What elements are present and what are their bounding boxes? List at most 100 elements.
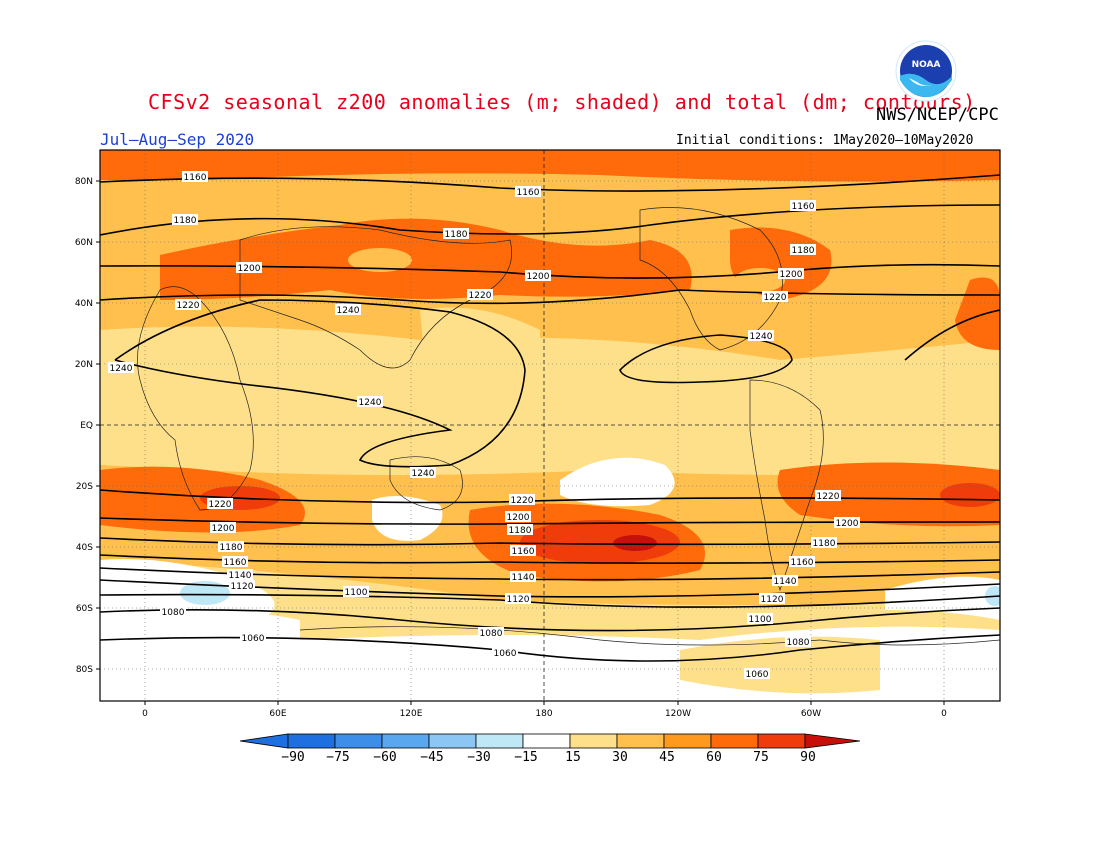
colorbar-swatch [381, 733, 430, 749]
svg-text:1200: 1200 [238, 264, 261, 274]
svg-text:1200: 1200 [507, 513, 530, 523]
svg-text:1240: 1240 [337, 306, 360, 316]
svg-text:1160: 1160 [517, 188, 540, 198]
contour-label: 1160 [789, 556, 815, 568]
lat-label: 20S [76, 482, 93, 492]
contour-label: 1220 [509, 494, 535, 506]
colorbar [239, 733, 861, 749]
contour-label: 1200 [834, 517, 860, 529]
contour-label: 1140 [772, 575, 798, 587]
svg-text:1080: 1080 [480, 629, 503, 639]
initial-conditions-label: Initial conditions: 1May2020–10May2020 [676, 133, 974, 148]
svg-text:1220: 1220 [177, 301, 200, 311]
svg-text:1080: 1080 [162, 608, 185, 618]
contour-label: 1080 [785, 636, 811, 648]
contour-label: 1100 [747, 613, 773, 625]
svg-text:1240: 1240 [750, 332, 773, 342]
svg-text:1160: 1160 [512, 547, 535, 557]
contour-label: 1220 [762, 291, 788, 303]
lon-label: 0 [142, 709, 148, 719]
latitude-labels: 80N 60N 40N 20N EQ 20S 40S 60S 80S [75, 177, 93, 675]
contour-label: 1180 [172, 214, 198, 226]
noaa-logo: NOAA [895, 40, 957, 102]
svg-text:1160: 1160 [224, 558, 247, 568]
contour-label: 1180 [790, 244, 816, 256]
lat-label: 40S [76, 543, 93, 553]
svg-text:1100: 1100 [345, 588, 368, 598]
season-label: Jul–Aug–Sep 2020 [100, 130, 255, 149]
agency-label: NWS/NCEP/CPC [876, 105, 999, 125]
contour-label: 1120 [229, 580, 255, 592]
svg-text:1160: 1160 [791, 558, 814, 568]
lat-label: 60S [76, 604, 93, 614]
colorbar-label: 90 [800, 750, 816, 765]
tick-marks [96, 180, 945, 705]
svg-text:1220: 1220 [817, 492, 840, 502]
colorbar-swatch [287, 733, 336, 749]
colorbar-swatch [475, 733, 524, 749]
contour-label: 1120 [505, 593, 531, 605]
svg-text:1200: 1200 [780, 270, 803, 280]
svg-text:1220: 1220 [511, 496, 534, 506]
contour-label: 1140 [510, 571, 536, 583]
lon-label: 180 [535, 709, 552, 719]
contour-label: 1080 [478, 627, 504, 639]
svg-text:1220: 1220 [209, 500, 232, 510]
svg-text:NOAA: NOAA [912, 60, 941, 70]
lat-label: 20N [75, 360, 93, 370]
contour-label: 1240 [335, 304, 361, 316]
svg-text:1060: 1060 [242, 634, 265, 644]
colorbar-arrow-low [239, 733, 289, 749]
svg-text:1240: 1240 [359, 398, 382, 408]
contour-label: 1080 [160, 606, 186, 618]
svg-text:1140: 1140 [512, 573, 535, 583]
contour-label: 1060 [492, 647, 518, 659]
lat-label: 80S [76, 665, 93, 675]
svg-text:1080: 1080 [787, 638, 810, 648]
contour-label: 1160 [182, 171, 208, 183]
contour-label: 1220 [207, 498, 233, 510]
lat-label: 40N [75, 299, 93, 309]
svg-text:1100: 1100 [749, 615, 772, 625]
contour-label: 1200 [505, 511, 531, 523]
colorbar-label: −30 [467, 750, 491, 765]
contour-label: 1180 [507, 524, 533, 536]
svg-text:1140: 1140 [774, 577, 797, 587]
map-title: CFSv2 seasonal z200 anomalies (m; shaded… [148, 90, 976, 114]
contour-labels: 1160 1160 1160 1180 1180 1180 1200 1200 … [108, 171, 860, 680]
svg-text:1200: 1200 [527, 272, 550, 282]
svg-text:1220: 1220 [469, 291, 492, 301]
contour-label: 1160 [510, 545, 536, 557]
contour-label: 1120 [759, 593, 785, 605]
colorbar-label: 45 [659, 750, 675, 765]
colorbar-swatch [428, 733, 477, 749]
svg-text:1180: 1180 [813, 539, 836, 549]
svg-text:1240: 1240 [110, 364, 133, 374]
equator-dateline [100, 150, 1000, 701]
svg-text:1220: 1220 [764, 293, 787, 303]
contour-label: 1180 [811, 537, 837, 549]
svg-text:1160: 1160 [792, 202, 815, 212]
svg-text:1180: 1180 [220, 543, 243, 553]
longitude-labels: 0 60E 120E 180 120W 60W 0 [142, 709, 947, 719]
colorbar-swatch [334, 733, 383, 749]
colorbar-label: −90 [281, 750, 305, 765]
svg-text:1120: 1120 [231, 582, 254, 592]
svg-text:1060: 1060 [746, 670, 769, 680]
contour-label: 1200 [210, 522, 236, 534]
colorbar-label: 75 [753, 750, 769, 765]
colorbar-label: −75 [326, 750, 350, 765]
colorbar-label: 30 [612, 750, 628, 765]
colorbar-arrow-high [804, 733, 861, 749]
colorbar-label: 60 [706, 750, 722, 765]
contour-label: 1060 [240, 632, 266, 644]
contour-label: 1240 [108, 362, 134, 374]
contour-label: 1160 [790, 200, 816, 212]
colorbar-swatch [757, 733, 806, 749]
colorbar-swatch [710, 733, 759, 749]
contour-label: 1200 [236, 262, 262, 274]
colorbar-label: −15 [514, 750, 538, 765]
colorbar-swatch [663, 733, 712, 749]
svg-text:1140: 1140 [229, 571, 252, 581]
